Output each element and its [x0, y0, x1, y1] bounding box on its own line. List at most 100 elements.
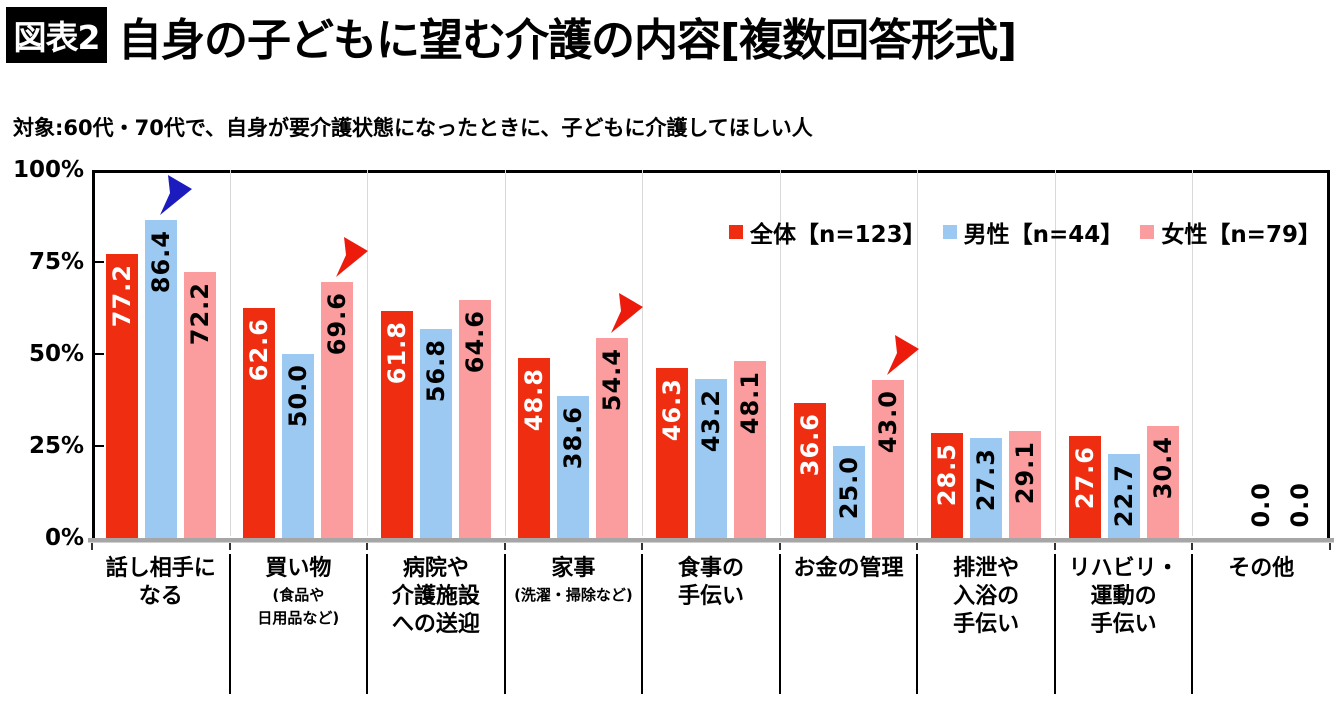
bar-value-label: 64.6 — [459, 310, 491, 373]
bar-value-label: 0.0 — [1245, 482, 1277, 528]
x-tick-mark — [1053, 543, 1056, 550]
bar-value-text: 54.4 — [598, 347, 627, 412]
category-separator — [503, 554, 506, 694]
y-tick-mark — [95, 353, 104, 355]
bar — [105, 253, 138, 538]
bar-value-label: 22.7 — [1108, 464, 1140, 527]
legend-swatch — [1140, 225, 1155, 239]
bar-value-label: 62.6 — [243, 318, 275, 381]
bar-value-text: 48.8 — [520, 368, 549, 432]
bar — [1068, 436, 1101, 538]
bar — [1107, 454, 1140, 538]
bar — [380, 310, 413, 538]
bar-group: 48.8 38.6 54.4 — [505, 170, 643, 538]
bar-group: 36.6 25.0 43.0 — [780, 170, 918, 538]
legend-item: 男性【n=44】 — [942, 215, 1123, 249]
bar — [518, 358, 551, 538]
bar-value-text: 61.8 — [382, 320, 411, 384]
category-label: 買い物 (食品や日用品など) — [230, 555, 368, 630]
bar-value-label: 86.4 — [145, 230, 177, 293]
category-separator — [366, 554, 369, 694]
bar-value-text: 29.1 — [1011, 440, 1040, 505]
bar — [419, 328, 452, 538]
bar-group: 46.3 43.2 48.1 — [642, 170, 780, 538]
category-separator — [1053, 554, 1056, 694]
legend-label: 女性【n=79】 — [1161, 222, 1321, 248]
category-label: リハビリ・運動の手伝い — [1055, 555, 1193, 639]
category-label-line: なる — [138, 584, 183, 609]
bar-value-text: 27.6 — [1070, 446, 1099, 510]
category-label: 家事 (洗濯・掃除など) — [505, 555, 643, 607]
category-label-line: 病院や — [402, 556, 469, 581]
bar-value-text: 56.8 — [421, 338, 450, 403]
bar-value-text: 36.6 — [795, 413, 824, 477]
bar — [970, 437, 1003, 538]
page-title: 自身の子どもに望む介護の内容[複数回答形式] — [118, 15, 1017, 66]
y-tick-label: 25% — [28, 433, 84, 459]
category-label-line: リハビリ・ — [1068, 556, 1179, 581]
y-tick-mark — [95, 445, 104, 447]
bar-value-text: 50.0 — [284, 364, 313, 428]
category-label-line: 運動の — [1090, 584, 1157, 609]
bar-value-label: 48.1 — [734, 371, 766, 434]
bar — [183, 272, 216, 538]
bar-value-text: 28.5 — [933, 443, 962, 507]
bar-value-label: 43.0 — [872, 390, 904, 453]
plot-area-frame — [92, 170, 1330, 538]
bar-value-text: 0.0 — [1247, 482, 1276, 528]
category-label: 病院や 介護施設 への送迎 — [367, 555, 505, 639]
bar-value-label: 27.6 — [1069, 446, 1101, 509]
category-note-line: (洗濯・掃除など) — [514, 586, 633, 604]
bar-value-label: 27.3 — [970, 448, 1002, 511]
category-label-line: 介護施設 — [391, 584, 480, 609]
gridline — [1054, 170, 1056, 536]
category-separator — [916, 554, 919, 694]
category-separator — [1191, 554, 1194, 694]
x-tick-mark — [641, 543, 644, 550]
bar — [144, 220, 177, 538]
bar-group: 27.6 22.7 30.4 — [1055, 170, 1193, 538]
category-label-line: お金の管理 — [793, 556, 904, 581]
legend: 全体【n=123】 男性【n=44】 女性【n=79】 — [729, 215, 1321, 249]
bar-value-label: 69.6 — [321, 292, 353, 355]
category-label-line: 家事 — [551, 556, 596, 581]
legend-item: 全体【n=123】 — [729, 215, 926, 249]
bar — [282, 354, 315, 538]
category-label-main: 家事 — [505, 555, 643, 583]
x-tick-mark — [366, 543, 369, 550]
bar-value-text: 43.2 — [696, 389, 725, 453]
gridline — [779, 170, 781, 536]
bar-value-label: 56.8 — [420, 339, 452, 402]
bar-value-text: 30.4 — [1148, 436, 1177, 500]
category-label-main: お金の管理 — [780, 555, 918, 583]
bar-value-text: 62.6 — [245, 317, 274, 381]
category-label-line: 手伝い — [1090, 612, 1157, 637]
y-tick-label: 0% — [44, 525, 84, 551]
bar — [931, 433, 964, 538]
x-tick-mark — [503, 543, 506, 550]
category-note-line: (食品や — [272, 586, 325, 604]
bar-value-label: 43.2 — [695, 389, 727, 452]
category-label-main: 話し相手に なる — [92, 555, 230, 611]
bar-value-label: 25.0 — [833, 456, 865, 519]
x-axis-line — [88, 538, 1334, 543]
bar-value-label: 46.3 — [656, 378, 688, 441]
bar-value-label: 61.8 — [381, 321, 413, 384]
category-label-main: 買い物 — [230, 555, 368, 583]
x-tick-mark — [1329, 543, 1331, 550]
bar-value-text: 48.1 — [735, 370, 764, 435]
category-note-line: 日用品など) — [257, 609, 340, 627]
bar-value-label: 72.2 — [184, 282, 216, 345]
bar — [832, 446, 865, 538]
bar-value-text: 25.0 — [834, 456, 863, 520]
category-label-main: 食事の 手伝い — [642, 555, 780, 611]
x-tick-mark — [778, 543, 781, 550]
bar-value-label: 29.1 — [1009, 441, 1041, 504]
bar-value-label: 28.5 — [931, 443, 963, 506]
category-separator — [778, 554, 781, 694]
category-label-main: リハビリ・運動の手伝い — [1055, 555, 1193, 639]
bar-value-text: 64.6 — [460, 310, 489, 374]
gridline — [367, 170, 369, 536]
bar-value-label: 38.6 — [557, 406, 589, 469]
category-label-line: 手伝い — [953, 612, 1020, 637]
